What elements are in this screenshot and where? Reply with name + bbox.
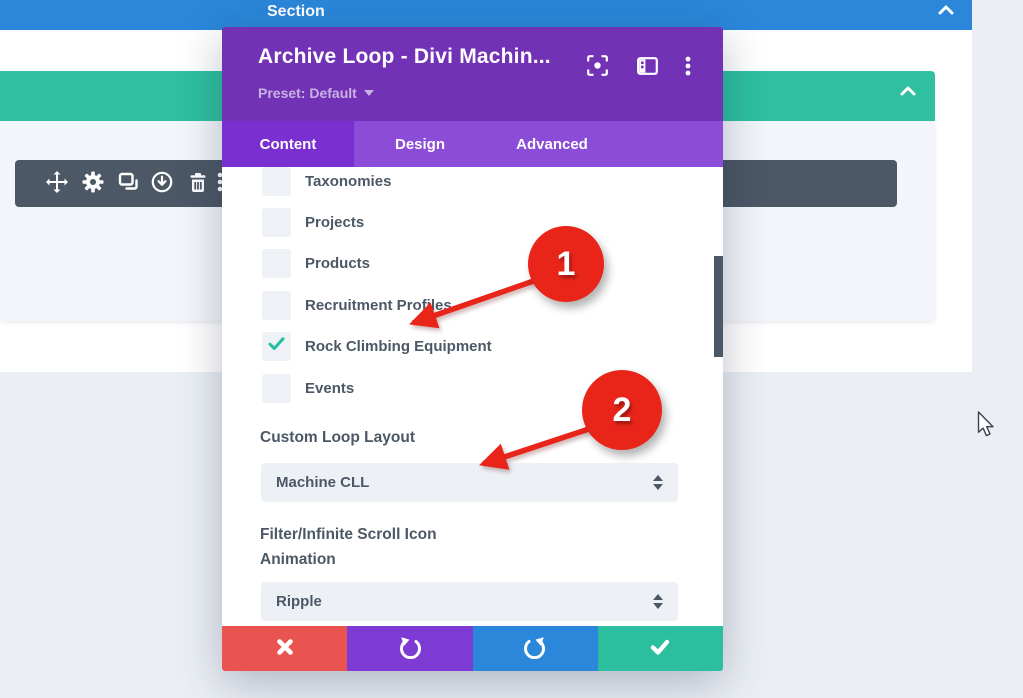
redo-icon <box>523 635 547 662</box>
preset-selector[interactable]: Preset: Default <box>258 85 374 101</box>
chevron-up-icon <box>937 4 955 19</box>
annotation-step-2: 2 <box>582 370 662 450</box>
modal-footer <box>222 626 723 671</box>
checkbox-label: Events <box>305 380 355 397</box>
duplicate-icon <box>118 172 139 195</box>
checkbox-unchecked[interactable] <box>262 249 291 278</box>
post-type-row: Rock Climbing Equipment <box>262 332 492 361</box>
select-arrows-icon <box>653 594 663 609</box>
kebab-menu-icon <box>685 56 691 79</box>
post-type-row: Taxonomies <box>262 167 391 196</box>
module-more-options-button[interactable] <box>208 160 232 207</box>
check-icon <box>650 639 670 659</box>
check-icon <box>268 337 285 356</box>
modal-body: Taxonomies Projects Products Recruitment… <box>222 167 723 626</box>
module-delete-button[interactable] <box>183 160 213 207</box>
checkbox-unchecked[interactable] <box>262 374 291 403</box>
module-save-to-library-button[interactable] <box>147 160 177 207</box>
checkbox-unchecked[interactable] <box>262 291 291 320</box>
expand-icon <box>586 55 608 79</box>
select-value: Machine CLL <box>276 474 370 491</box>
module-settings-button[interactable] <box>78 160 108 207</box>
expand-modal-button[interactable] <box>586 55 608 79</box>
tab-content[interactable]: Content <box>222 121 354 167</box>
select-value: Ripple <box>276 593 322 610</box>
custom-loop-layout-select[interactable]: Machine CLL <box>261 463 678 502</box>
select-arrows-icon <box>653 475 663 490</box>
checkbox-unchecked[interactable] <box>262 167 291 196</box>
header-menu-button[interactable] <box>677 56 699 78</box>
save-to-library-icon <box>151 171 173 196</box>
gear-icon <box>82 171 104 196</box>
save-button[interactable] <box>597 626 723 671</box>
icon-animation-label: Filter/Infinite Scroll Icon Animation <box>260 526 437 568</box>
redo-button[interactable] <box>472 626 598 671</box>
checkbox-label: Products <box>305 255 371 272</box>
modal-scrollbar-thumb[interactable] <box>714 256 723 357</box>
caret-down-icon <box>363 90 374 96</box>
custom-loop-layout-label: Custom Loop Layout <box>260 429 415 446</box>
module-move-button[interactable] <box>42 160 72 207</box>
kebab-menu-icon <box>217 172 223 195</box>
section-collapse-button[interactable] <box>935 2 957 20</box>
dock-modal-button[interactable] <box>636 56 658 78</box>
move-icon <box>46 171 68 196</box>
undo-icon <box>398 635 422 662</box>
icon-animation-select[interactable]: Ripple <box>261 582 678 621</box>
section-label: Section <box>267 3 325 20</box>
post-type-row: Recruitment Profiles <box>262 291 452 320</box>
annotation-step-1: 1 <box>528 226 604 302</box>
checkbox-label: Projects <box>305 214 365 231</box>
post-type-row: Projects <box>262 208 364 237</box>
module-settings-modal: Archive Loop - Divi Machin... Preset: De… <box>222 27 723 671</box>
discard-button[interactable] <box>222 626 348 671</box>
checkbox-label: Rock Climbing Equipment <box>305 338 492 355</box>
post-type-row: Products <box>262 249 370 278</box>
checkbox-unchecked[interactable] <box>262 208 291 237</box>
module-duplicate-button[interactable] <box>113 160 143 207</box>
section-bar: Section <box>0 0 972 30</box>
dock-panel-icon <box>636 56 658 78</box>
post-type-row: Events <box>262 374 354 403</box>
trash-icon <box>188 172 208 196</box>
row-collapse-button[interactable] <box>897 83 919 101</box>
chevron-up-icon <box>899 85 917 100</box>
tab-advanced[interactable]: Advanced <box>516 135 588 153</box>
checkbox-label: Recruitment Profiles <box>305 297 452 314</box>
checkbox-checked[interactable] <box>262 332 291 361</box>
checkbox-label: Taxonomies <box>305 173 392 190</box>
mouse-cursor <box>977 411 994 437</box>
modal-tabs: Content Design Advanced <box>222 121 723 167</box>
preset-label: Preset: Default <box>258 85 357 101</box>
close-icon <box>276 638 294 659</box>
undo-button[interactable] <box>347 626 473 671</box>
tab-design[interactable]: Design <box>394 135 445 153</box>
modal-title: Archive Loop - Divi Machin... <box>258 45 551 68</box>
modal-header: Archive Loop - Divi Machin... Preset: De… <box>222 27 723 121</box>
